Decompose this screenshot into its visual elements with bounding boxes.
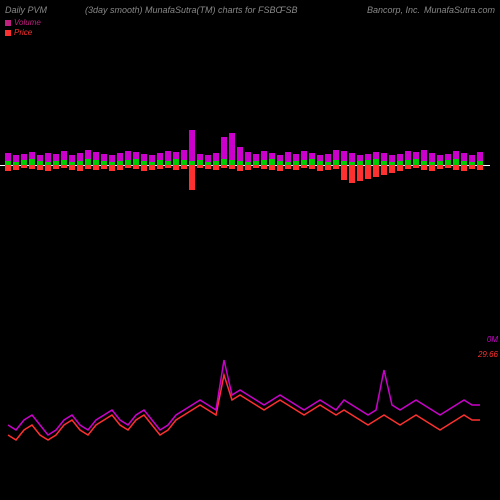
down-bar bbox=[213, 165, 219, 170]
down-bar bbox=[453, 165, 459, 170]
down-bar bbox=[149, 165, 155, 170]
chart-area bbox=[0, 60, 500, 490]
down-bar bbox=[389, 165, 395, 173]
legend-volume-label: Volume bbox=[14, 18, 41, 27]
end-label-price: 29.66 bbox=[478, 350, 498, 359]
down-bar bbox=[245, 165, 251, 170]
down-bar bbox=[125, 165, 131, 168]
down-bar bbox=[189, 165, 195, 190]
header-ticker: FSB bbox=[280, 5, 298, 15]
down-bar bbox=[85, 165, 91, 169]
down-bar bbox=[293, 165, 299, 170]
down-bar bbox=[53, 165, 59, 169]
down-bar bbox=[341, 165, 347, 180]
down-bar bbox=[37, 165, 43, 170]
legend-price-label: Price bbox=[14, 28, 32, 37]
down-bar bbox=[61, 165, 67, 168]
down-bar bbox=[13, 165, 19, 170]
down-bar bbox=[285, 165, 291, 169]
down-bar bbox=[117, 165, 123, 170]
down-bar bbox=[141, 165, 147, 171]
down-bar bbox=[77, 165, 83, 171]
down-bar bbox=[253, 165, 259, 168]
down-bar bbox=[181, 165, 187, 169]
down-bar bbox=[101, 165, 107, 169]
down-bar bbox=[333, 165, 339, 169]
legend-price-swatch bbox=[5, 30, 11, 36]
price-line bbox=[8, 375, 480, 440]
chart-legend: Volume Price bbox=[5, 18, 41, 38]
header-source: MunafaSutra.com bbox=[424, 5, 495, 15]
down-bar bbox=[229, 165, 235, 169]
header-subtitle: (3day smooth) MunafaSutra(TM) charts for… bbox=[85, 5, 282, 15]
header-left-label: Daily PVM bbox=[5, 5, 47, 15]
down-bar bbox=[29, 165, 35, 169]
volume-bar bbox=[189, 130, 195, 165]
down-bar bbox=[165, 165, 171, 168]
down-bar bbox=[349, 165, 355, 183]
down-bar bbox=[21, 165, 27, 168]
legend-volume-swatch bbox=[5, 20, 11, 26]
down-bar bbox=[261, 165, 267, 169]
header-company: Bancorp, Inc. bbox=[367, 5, 420, 15]
down-bar bbox=[397, 165, 403, 171]
down-bar bbox=[365, 165, 371, 179]
down-bar bbox=[445, 165, 451, 168]
down-bar bbox=[317, 165, 323, 171]
down-bar bbox=[309, 165, 315, 169]
line-chart-svg bbox=[0, 60, 500, 490]
down-bar bbox=[405, 165, 411, 169]
down-bar bbox=[429, 165, 435, 171]
down-bar bbox=[413, 165, 419, 168]
down-bar bbox=[69, 165, 75, 170]
down-bar bbox=[301, 165, 307, 168]
down-bar bbox=[237, 165, 243, 171]
down-bar bbox=[205, 165, 211, 169]
down-bar bbox=[325, 165, 331, 170]
down-bar bbox=[373, 165, 379, 177]
end-label-volume: 0M bbox=[487, 335, 498, 344]
down-bar bbox=[173, 165, 179, 170]
legend-price-item: Price bbox=[5, 28, 41, 37]
down-bar bbox=[437, 165, 443, 169]
down-bar bbox=[269, 165, 275, 170]
down-bar bbox=[277, 165, 283, 171]
down-bar bbox=[5, 165, 11, 171]
down-bar bbox=[133, 165, 139, 169]
down-bar bbox=[93, 165, 99, 170]
down-bar bbox=[421, 165, 427, 170]
down-bar bbox=[157, 165, 163, 169]
legend-volume-item: Volume bbox=[5, 18, 41, 27]
down-bar bbox=[381, 165, 387, 175]
down-bar bbox=[109, 165, 115, 171]
down-bar bbox=[197, 165, 203, 168]
down-bar bbox=[469, 165, 475, 169]
down-bar bbox=[221, 165, 227, 168]
down-bar bbox=[45, 165, 51, 171]
down-bar bbox=[461, 165, 467, 171]
down-bar bbox=[357, 165, 363, 181]
down-bar bbox=[477, 165, 483, 170]
